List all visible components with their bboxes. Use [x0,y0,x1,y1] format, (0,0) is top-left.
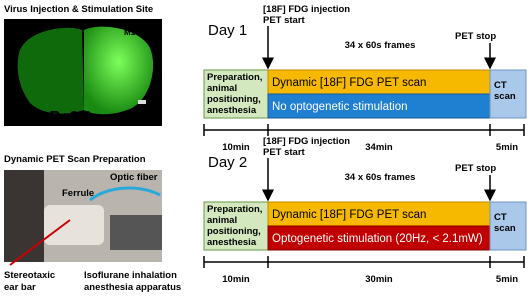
text-line: scan [494,91,516,102]
day-label: Day 2 [208,154,247,171]
prep-text: Preparation, animal positioning, anesthesia [207,72,262,116]
panel-title: Virus Injection & Stimulation Site [4,4,153,15]
hemisphere [84,26,154,115]
text-line: anesthesia apparatus [84,282,181,293]
prep-box [203,69,269,119]
annotation: PET start [263,15,306,26]
text-line: anesthesia [207,105,257,116]
text-line: scan [494,223,516,234]
text-line: animal [207,83,237,94]
text-line: Preparation, [207,204,262,215]
text-line: CT [494,80,507,91]
image-label: Optic fiber [110,172,158,183]
duration: 30min [365,274,393,285]
image-label: M1 [124,28,136,37]
stim-text: No optogenetic stimulation [272,101,408,113]
annotation: 34 x 60s frames [345,172,416,183]
duration: 10min [222,274,250,285]
text-line: anesthesia [207,237,257,248]
hemisphere [17,27,84,114]
image-label: M1 [14,28,26,37]
stim-text: Optogenetic stimulation (20Hz, < 2.1mW) [272,233,483,245]
scale-bar [138,100,146,104]
annotation: 34 x 60s frames [345,40,416,51]
annotation: PET stop [455,163,496,174]
stim-box [267,93,491,119]
text-line: animal [207,215,237,226]
annotation: [18F] FDG injection [263,4,350,15]
day-label: Day 1 [208,22,247,39]
text-line: Stereotaxic [4,270,55,281]
text-line: ear bar [4,282,36,293]
panel-title: Dynamic PET Scan Preparation [4,154,146,165]
photo-part [89,186,161,202]
photo-part [44,205,104,245]
ct-text: CT scan [494,80,516,102]
image-label: Ferrule [62,188,94,199]
photo-part [9,219,71,266]
annotation: PET stop [455,31,496,42]
duration: 34min [365,142,393,153]
annotation: [18F] FDG injection [263,136,350,147]
duration: 10min [222,142,250,153]
text-line: Isoflurane inhalation [84,270,177,281]
scan-text: Dynamic [18F] FDG PET scan [272,77,426,89]
image-label: Isoflurane inhalation anesthesia apparatu… [84,270,181,293]
ct-box [489,69,527,119]
image-label: Stereotaxic ear bar [4,270,55,293]
ct-box [489,201,527,251]
photo-part [110,215,162,250]
duration: 5min [496,274,518,285]
text-line: positioning, [207,94,261,105]
text-line: CT [494,212,507,223]
annotation: PET start [263,147,306,158]
scan-text: Dynamic [18F] FDG PET scan [272,209,426,221]
photo-part [4,170,44,262]
ct-text: CT scan [494,212,516,234]
image-label: AP+3.0 [38,109,92,126]
prep-text: Preparation, animal positioning, anesthesia [207,204,262,248]
prep-box [203,201,269,251]
text-line: Preparation, [207,72,262,83]
text-line: positioning, [207,226,261,237]
duration: 5min [496,142,518,153]
